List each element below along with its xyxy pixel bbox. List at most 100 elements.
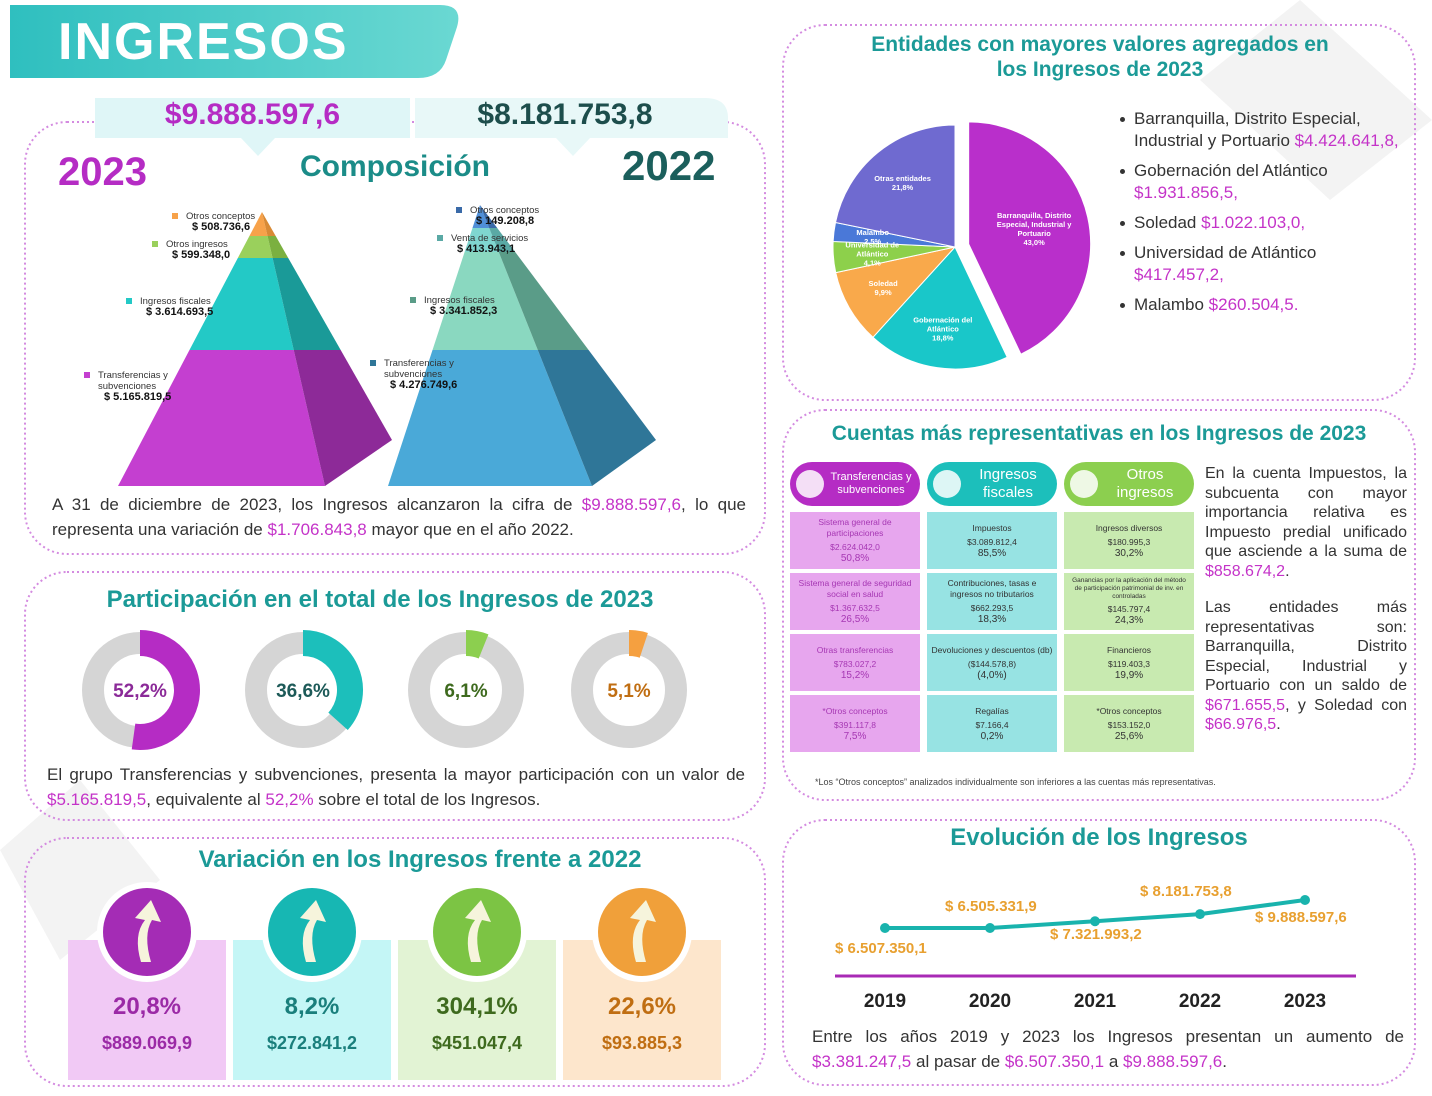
participation-box <box>24 571 766 821</box>
slice-name: Malambo <box>856 227 889 237</box>
pyramid-label-amount: $ 4.276.749,6 <box>390 379 458 391</box>
account-percent: 15,2% <box>840 669 870 681</box>
column-header-text: Otros ingresos <box>1116 466 1174 501</box>
accounts-text: Las entidades más representativas son: B… <box>1205 598 1407 735</box>
pyramid-label: Otros conceptos $ 508.736,6 <box>186 211 278 233</box>
variation-box <box>24 837 766 1087</box>
participation-note: El grupo Transferencias y subvenciones, … <box>47 762 745 812</box>
account-name: Regalías <box>975 705 1009 716</box>
card-percent: 304,1% <box>436 993 518 1020</box>
account-item: *Otros conceptos $153.152,0 25,6% <box>1064 695 1194 752</box>
pyramid-label-amount: $ 508.736,6 <box>192 221 251 233</box>
text-part: $858.674,2 <box>1205 562 1286 580</box>
entity-amount: $260.504,5. <box>1208 295 1299 314</box>
account-percent: 7,5% <box>843 730 867 742</box>
legend-bullet <box>126 298 132 304</box>
account-percent: 19,9% <box>1114 669 1144 681</box>
slice-label: Gobernación del Atlántico 18,8% <box>902 316 984 343</box>
account-amount: $1.367.632,5 <box>830 603 880 613</box>
account-amount: $119.403,3 <box>1108 658 1150 669</box>
header-title: INGRESOS <box>58 13 349 71</box>
arrow-icon <box>135 900 161 962</box>
account-name: Devoluciones y descuentos (db) <box>931 644 1053 655</box>
pyramid-label-name: Otros ingresos <box>166 239 228 250</box>
slice-name: Barranquilla, Distrito Especial, Industr… <box>996 211 1072 239</box>
text-part: $9.888.597,6 <box>1123 1052 1223 1071</box>
slice-name: Universidad de Atlántico <box>845 240 900 259</box>
data-point <box>1300 895 1310 905</box>
ribbon-2023 <box>95 98 410 156</box>
total-2023: $9.888.597,6 <box>164 98 341 131</box>
composition-note: A 31 de diciembre de 2023, los Ingresos … <box>52 492 746 542</box>
value-label: $ 6.505.331,9 <box>945 898 1037 915</box>
account-amount: $391.117,8 <box>834 719 876 730</box>
slice-value: 2,5% <box>864 236 882 246</box>
account-item: Devoluciones y descuentos (db) ($144.578,… <box>927 634 1057 691</box>
arrow-icon <box>630 900 656 962</box>
donut-label: 36,6% <box>276 681 330 702</box>
account-amount: $3.089.812,4 <box>967 536 1017 547</box>
slice-value: 4,1% <box>863 258 881 268</box>
account-name: Financieros <box>1107 644 1151 655</box>
account-item: Regalías $7.166,4 0,2% <box>927 695 1057 752</box>
text-part: $671.655,5 <box>1205 696 1286 714</box>
x-tick-label: 2019 <box>864 991 906 1012</box>
account-amount: $2.624.042,0 <box>830 542 880 552</box>
donut-arc <box>465 630 489 659</box>
legend-bullet <box>84 372 90 378</box>
donut-arc <box>302 630 363 730</box>
entities-box <box>782 24 1416 401</box>
pie-slice <box>872 246 1008 370</box>
donut-label: 5,1% <box>607 681 650 702</box>
pyramid-label-name: Otros conceptos <box>470 205 540 216</box>
total-2022: $8.181.753,8 <box>477 98 653 131</box>
pyramid-label: Transferencias y subvenciones $ 5.165.819… <box>98 370 190 403</box>
donut-label: 6,1% <box>444 681 487 702</box>
bullet <box>1120 303 1125 308</box>
composition-title: Composición <box>300 150 491 183</box>
card-amount: $93.885,3 <box>601 1033 683 1053</box>
year-2022: 2022 <box>622 142 716 189</box>
account-name: Impuestos <box>972 522 1012 533</box>
card-percent: 22,6% <box>607 993 677 1020</box>
text-part: . <box>1222 1052 1227 1071</box>
ribbon-2022 <box>415 98 728 156</box>
bullet <box>1120 117 1125 122</box>
legend-bullet <box>437 235 443 241</box>
text-part: , y Soledad con <box>1285 696 1407 714</box>
text-part: mayor que en el año 2022. <box>366 520 574 539</box>
account-percent: 24,3% <box>1114 615 1144 626</box>
entity-name: Malambo <box>1134 295 1204 314</box>
arrow-icon <box>300 900 326 962</box>
account-item: Financieros $119.403,3 19,9% <box>1064 634 1194 691</box>
entity-name: Soledad <box>1134 213 1197 232</box>
slice-value: 18,8% <box>932 333 954 343</box>
entity-item: Soledad $1.022.103,0, <box>1118 212 1410 234</box>
account-name: *Otros conceptos <box>822 705 888 716</box>
account-amount: $180.995,3 <box>1107 536 1151 547</box>
account-percent: (4,0%) <box>977 669 1007 681</box>
legend-bullet <box>410 297 416 303</box>
account-item: Ganancias por la aplicación del método d… <box>1064 573 1194 630</box>
account-percent: 30,2% <box>1114 547 1144 559</box>
pyramid-label-amount: $ 3.341.852,3 <box>430 305 498 317</box>
x-tick-label: 2020 <box>969 991 1011 1012</box>
value-label: $ 9.888.597,6 <box>1255 909 1347 926</box>
data-point <box>880 922 890 933</box>
evolution-box <box>782 819 1416 1086</box>
value-label: $ 8.181.753,8 <box>1140 883 1232 900</box>
bg-shape <box>0 780 160 960</box>
pyramid-label: Ingresos fiscales $ 3.341.852,3 <box>424 295 516 317</box>
pyramid-label-name: Transferencias y subvenciones <box>98 370 168 392</box>
slice-label: Barranquilla, Distrito Especial, Industr… <box>993 211 1075 247</box>
card-amount: $272.841,2 <box>266 1033 358 1053</box>
text-part: El grupo Transferencias y subvenciones, … <box>47 765 745 784</box>
accounts-footnote: *Los “Otros conceptos” analizados indivi… <box>815 777 1216 787</box>
pyramid-label-amount: $ 149.208,8 <box>476 215 535 227</box>
pyramid-label-name: Ingresos fiscales <box>140 296 211 307</box>
text-part: A 31 de diciembre de 2023, los Ingresos … <box>52 495 582 514</box>
accounts-box <box>782 409 1416 801</box>
text-part: , equivalente al <box>146 790 266 809</box>
accounts-title: Cuentas más representativas en los Ingre… <box>831 422 1367 445</box>
